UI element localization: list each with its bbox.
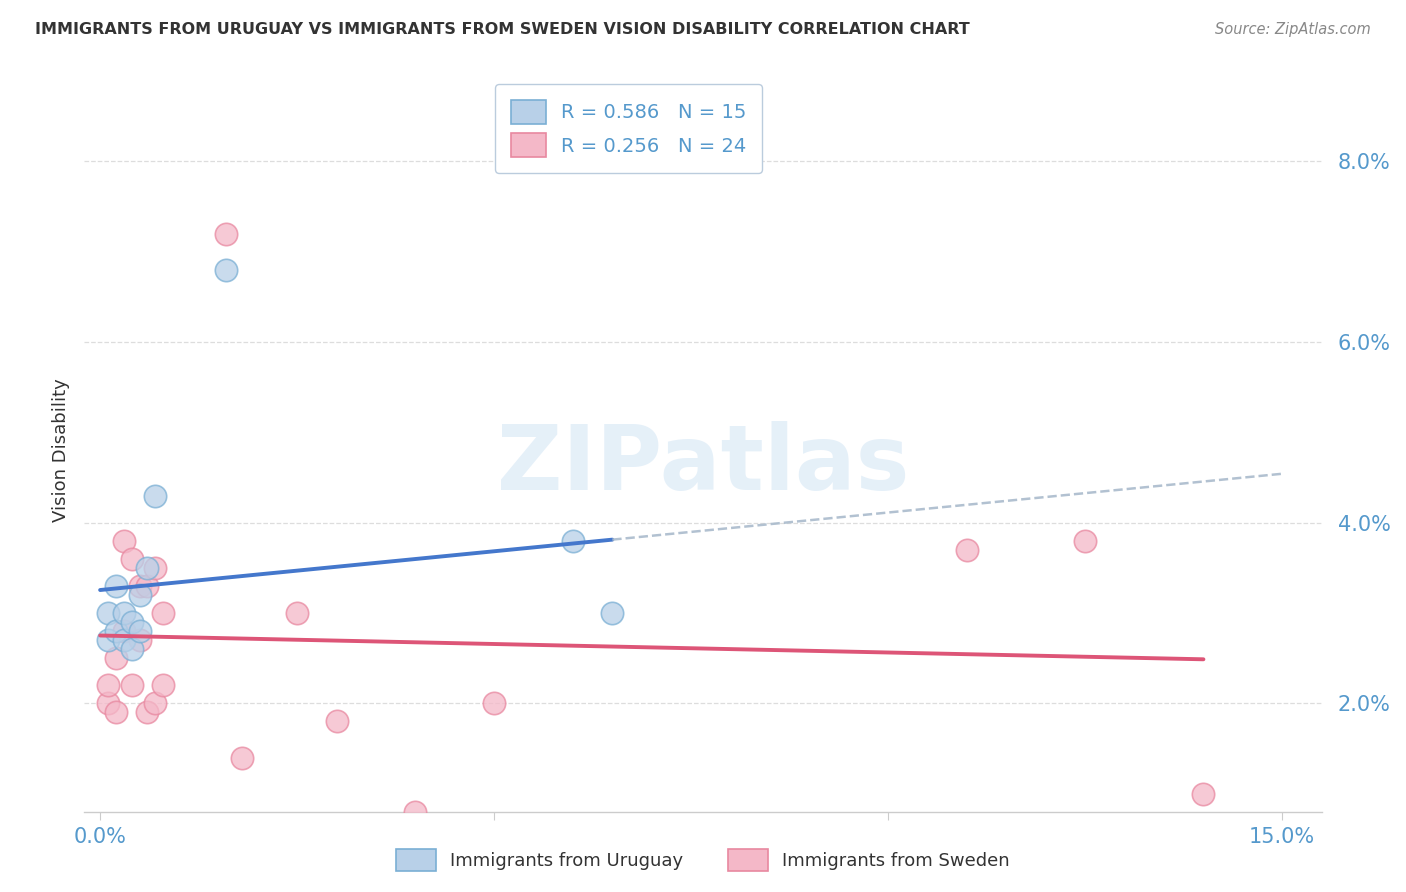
Text: IMMIGRANTS FROM URUGUAY VS IMMIGRANTS FROM SWEDEN VISION DISABILITY CORRELATION : IMMIGRANTS FROM URUGUAY VS IMMIGRANTS FR… (35, 22, 970, 37)
Point (128, 579, 150, 593)
Point (112, 606, 135, 620)
Point (231, 750, 253, 764)
Point (112, 633, 135, 648)
Point (404, 805, 426, 819)
Point (136, 579, 159, 593)
Point (215, 227, 238, 241)
Point (1074, 533, 1097, 548)
Point (121, 642, 143, 657)
Point (104, 624, 127, 639)
Legend: Immigrants from Uruguay, Immigrants from Sweden: Immigrants from Uruguay, Immigrants from… (388, 842, 1018, 879)
Point (1192, 787, 1215, 801)
Point (482, 696, 505, 710)
Point (143, 561, 166, 575)
Point (104, 651, 127, 665)
Point (136, 561, 159, 575)
Point (562, 533, 585, 548)
Point (136, 706, 159, 720)
Point (121, 551, 143, 566)
Y-axis label: Vision Disability: Vision Disability (52, 378, 70, 523)
Legend: R = 0.586   N = 15, R = 0.256   N = 24: R = 0.586 N = 15, R = 0.256 N = 24 (495, 85, 762, 173)
Point (602, 606, 624, 620)
Point (97, 678, 120, 692)
Point (285, 606, 308, 620)
Point (112, 624, 135, 639)
Point (128, 624, 150, 639)
Point (97, 633, 120, 648)
Point (128, 633, 150, 648)
Point (956, 542, 979, 557)
Text: Source: ZipAtlas.com: Source: ZipAtlas.com (1215, 22, 1371, 37)
Point (128, 588, 150, 602)
Point (215, 262, 238, 277)
Point (104, 706, 127, 720)
Point (112, 533, 135, 548)
Point (152, 678, 174, 692)
Point (143, 696, 166, 710)
Text: ZIPatlas: ZIPatlas (496, 421, 910, 509)
Point (121, 678, 143, 692)
Point (325, 714, 347, 729)
Point (104, 579, 127, 593)
Point (121, 615, 143, 629)
Point (97, 606, 120, 620)
Point (97, 696, 120, 710)
Point (143, 489, 166, 503)
Point (152, 606, 174, 620)
